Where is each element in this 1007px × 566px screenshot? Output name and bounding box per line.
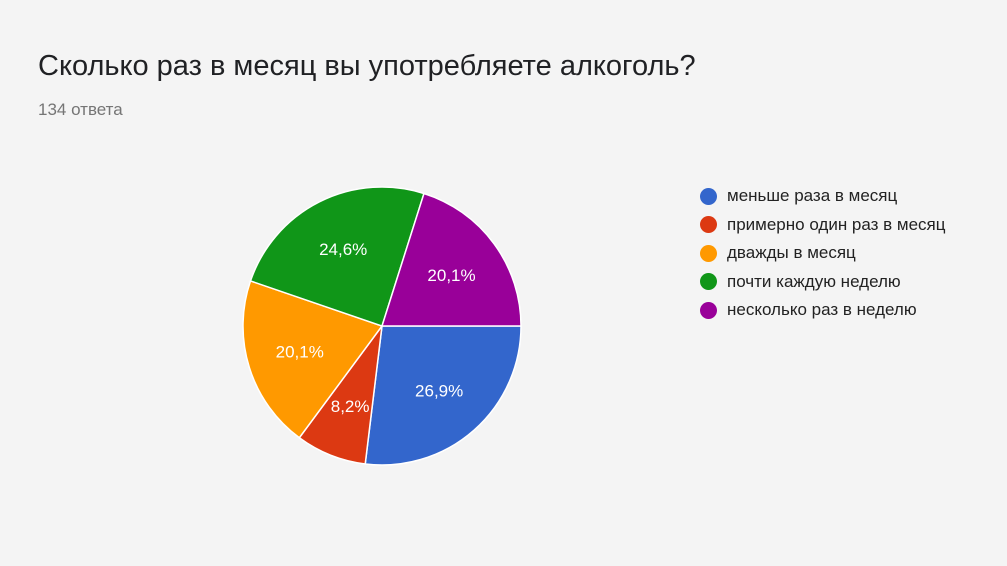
chart-title: Сколько раз в месяц вы употребляете алко… [38, 50, 696, 82]
chart-legend: меньше раза в месяц примерно один раз в м… [700, 182, 946, 325]
legend-label: дважды в месяц [727, 243, 856, 263]
legend-swatch [700, 301, 717, 319]
legend-item: дважды в месяц [700, 239, 946, 268]
pie-slice-label-1: 26,9% [415, 382, 463, 401]
legend-swatch [700, 273, 717, 291]
legend-swatch [700, 244, 717, 262]
legend-label: меньше раза в месяц [727, 186, 898, 206]
legend-label: несколько раз в неделю [727, 300, 917, 320]
pie-slice-label-4: 24,6% [319, 240, 367, 259]
legend-item: примерно один раз в месяц [700, 211, 946, 240]
pie-slice-1 [364, 325, 522, 466]
legend-label: примерно один раз в месяц [727, 214, 946, 234]
legend-swatch [700, 187, 717, 205]
legend-item: несколько раз в неделю [700, 296, 946, 325]
response-count: 134 ответа [38, 100, 123, 119]
pie-slice-label-5: 20,1% [427, 266, 475, 285]
pie-slice-label-3: 20,1% [276, 343, 324, 362]
pie-slice-5 [380, 192, 522, 327]
pie-slice-label-2: 8,2% [331, 397, 370, 416]
pie-slice-3 [242, 279, 384, 439]
legend-item: почти каждую неделю [700, 268, 946, 297]
legend-item: меньше раза в месяц [700, 182, 946, 211]
legend-label: почти каждую неделю [727, 271, 901, 291]
legend-swatch [700, 216, 717, 234]
pie-slice-4 [249, 186, 425, 327]
